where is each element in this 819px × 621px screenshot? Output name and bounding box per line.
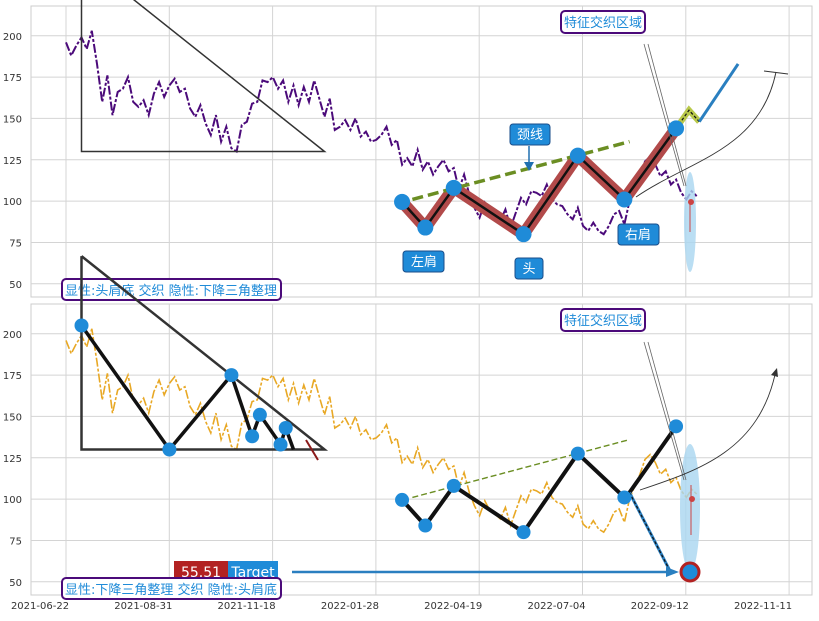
feature-zone-annotation: 特征交织区域 — [560, 10, 646, 34]
right-shoulder-label: 右肩 — [625, 227, 651, 243]
y-tick-label: 175 — [3, 73, 22, 84]
left-shoulder-annotation: 左肩 — [402, 250, 445, 273]
pattern-point — [162, 442, 177, 457]
target-marker — [679, 561, 701, 583]
pattern-point — [668, 120, 685, 137]
pattern-point — [273, 437, 288, 452]
head-label: 头 — [522, 262, 535, 277]
x-tick-label: 2022-11-11 — [734, 601, 792, 612]
top-panel: 50 75 100 125 150 175 200 颈线 左肩 头 — [3, 0, 813, 301]
pattern-point — [446, 478, 461, 493]
left-shoulder-label: 左肩 — [411, 254, 437, 270]
y-tick-label: 75 — [9, 536, 22, 547]
pattern-point — [570, 446, 585, 461]
bottom-caption-text: 显性:下降三角整理 交织 隐性:头肩底 — [65, 582, 277, 598]
pattern-point — [245, 429, 260, 444]
pattern-point — [617, 490, 632, 505]
target-arrow-head — [666, 567, 679, 577]
pattern-point — [417, 219, 434, 236]
neckline-arrow-head — [524, 162, 534, 171]
y-tick-label: 100 — [3, 495, 22, 506]
x-tick-label: 2021-11-18 — [218, 601, 276, 612]
bottom-pattern-points — [74, 318, 684, 540]
y-tick-label: 125 — [3, 454, 22, 465]
x-tick-label: 2022-01-28 — [321, 601, 379, 612]
top-y-tick-labels: 50 75 100 125 150 175 200 — [3, 32, 22, 291]
top-caption-text: 显性:头肩底 交织 隐性:下降三角整理 — [65, 283, 277, 299]
y-tick-label: 200 — [3, 32, 22, 43]
target-projection-dash — [628, 492, 672, 573]
bottom-caption: 显性:下降三角整理 交织 隐性:头肩底 — [61, 577, 282, 600]
pattern-point — [516, 525, 531, 540]
projection-path-blue — [698, 63, 740, 123]
x-tick-label: 2021-08-31 — [114, 601, 172, 612]
projection-arc — [639, 369, 777, 491]
y-tick-label: 150 — [3, 114, 22, 125]
x-tick-label: 2022-09-12 — [631, 601, 689, 612]
pattern-point — [418, 518, 433, 533]
feature-zone-pointer — [643, 341, 687, 481]
right-shoulder-annotation: 右肩 — [617, 223, 660, 246]
projection-arc-head — [771, 368, 778, 377]
neckline-label: 颈线 — [517, 128, 543, 143]
pattern-point — [445, 179, 462, 196]
top-pattern-points — [394, 120, 685, 243]
top-gridlines — [31, 6, 812, 297]
y-tick-label: 50 — [9, 280, 22, 291]
pattern-point — [394, 193, 411, 210]
y-tick-label: 125 — [3, 156, 22, 167]
x-tick-label: 2022-07-04 — [527, 601, 585, 612]
descending-triangle-outline — [80, 0, 327, 153]
pattern-point — [278, 421, 293, 436]
y-tick-label: 150 — [3, 412, 22, 423]
feature-zone-marker-dot — [688, 199, 694, 205]
pattern-point — [515, 226, 532, 243]
feature-zone-label: 特征交织区域 — [564, 313, 642, 329]
bottom-price-line — [65, 328, 698, 534]
descending-triangle-outline — [80, 255, 329, 451]
y-tick-label: 200 — [3, 330, 22, 341]
neckline-annotation: 颈线 — [509, 123, 551, 171]
pattern-point — [395, 492, 410, 507]
top-price-line — [65, 30, 698, 236]
pattern-point — [569, 147, 586, 164]
projection-arc — [635, 71, 777, 198]
y-tick-label: 100 — [3, 197, 22, 208]
pattern-point — [252, 407, 267, 422]
y-tick-label: 75 — [9, 238, 22, 249]
pattern-point — [669, 419, 684, 434]
x-tick-labels: 2021-06-22 2021-08-31 2021-11-18 2022-01-28… — [11, 601, 792, 612]
bottom-y-tick-labels: 50 75 100 125 150 175 200 — [3, 330, 22, 589]
feature-zone-label: 特征交织区域 — [564, 15, 642, 31]
feature-zone-marker-dot — [689, 496, 695, 502]
pattern-point — [224, 368, 239, 383]
pattern-point — [74, 318, 89, 333]
y-tick-label: 50 — [9, 578, 22, 589]
x-tick-label: 2021-06-22 — [11, 601, 69, 612]
pattern-point — [616, 191, 633, 208]
feature-zone-annotation: 特征交织区域 — [560, 308, 646, 332]
x-tick-label: 2022-04-19 — [424, 601, 482, 612]
feature-zone-pointer — [643, 43, 687, 187]
y-tick-label: 175 — [3, 371, 22, 382]
feature-zone-ellipse — [680, 444, 700, 572]
top-caption: 显性:头肩底 交织 隐性:下降三角整理 — [61, 278, 282, 301]
bottom-panel: 50 75 100 125 150 175 200 2021-06-22 2021-08-31… — [3, 255, 813, 612]
head-annotation: 头 — [514, 257, 544, 280]
triangle-breakout-tick — [305, 439, 319, 461]
